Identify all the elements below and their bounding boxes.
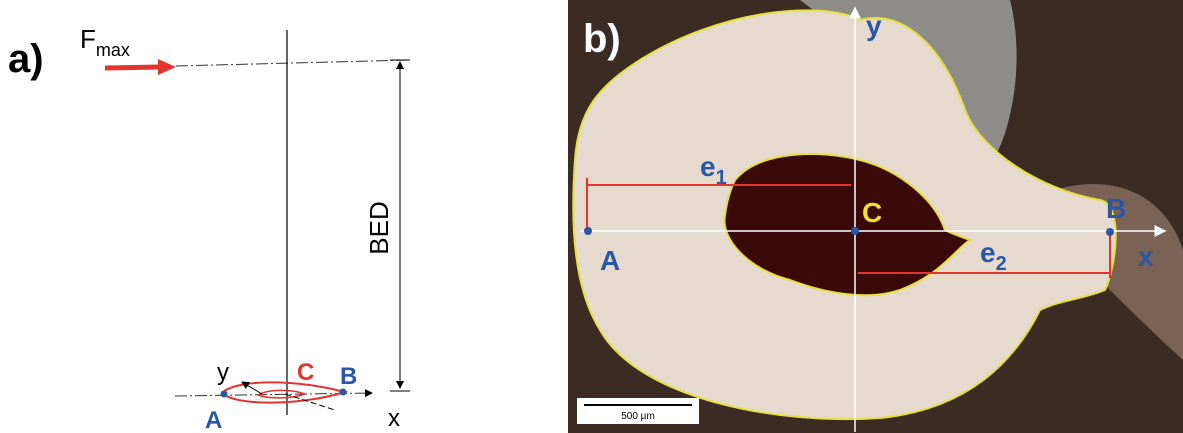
c-label: C [297,359,314,386]
a-label: A [600,245,620,276]
c-label: C [862,197,882,228]
b-label: B [1106,193,1126,224]
load-line [176,60,410,66]
y-label: y [866,10,882,41]
force-arrow [105,67,160,68]
force-arrowhead [158,59,176,75]
point-c [851,227,859,235]
symbol: e [980,237,996,268]
subscript: max [96,40,130,60]
panel-b: b) y x e1 e2 C A B 500 µm [568,0,1183,433]
point-a [584,227,592,235]
subscript: 2 [996,253,1007,275]
panel-label: a) [8,37,44,81]
point-a [221,391,228,398]
dimension-label: BED [364,201,394,254]
panel-a: a) Fmax BED y C B A x [8,24,410,433]
force-label: Fmax [80,24,130,60]
b-label: B [340,363,357,390]
y-label: y [217,359,229,386]
figure: a) Fmax BED y C B A x [0,0,1183,433]
x-label: x [388,405,400,432]
cross-section [222,382,345,402]
x-label: x [1138,241,1154,272]
scale-bar-label: 500 µm [621,411,655,422]
panel-label: b) [583,17,621,61]
a-label: A [205,407,222,433]
symbol: F [80,24,96,54]
point-b [1106,228,1114,236]
subscript: 1 [716,167,727,189]
symbol: e [700,151,716,182]
